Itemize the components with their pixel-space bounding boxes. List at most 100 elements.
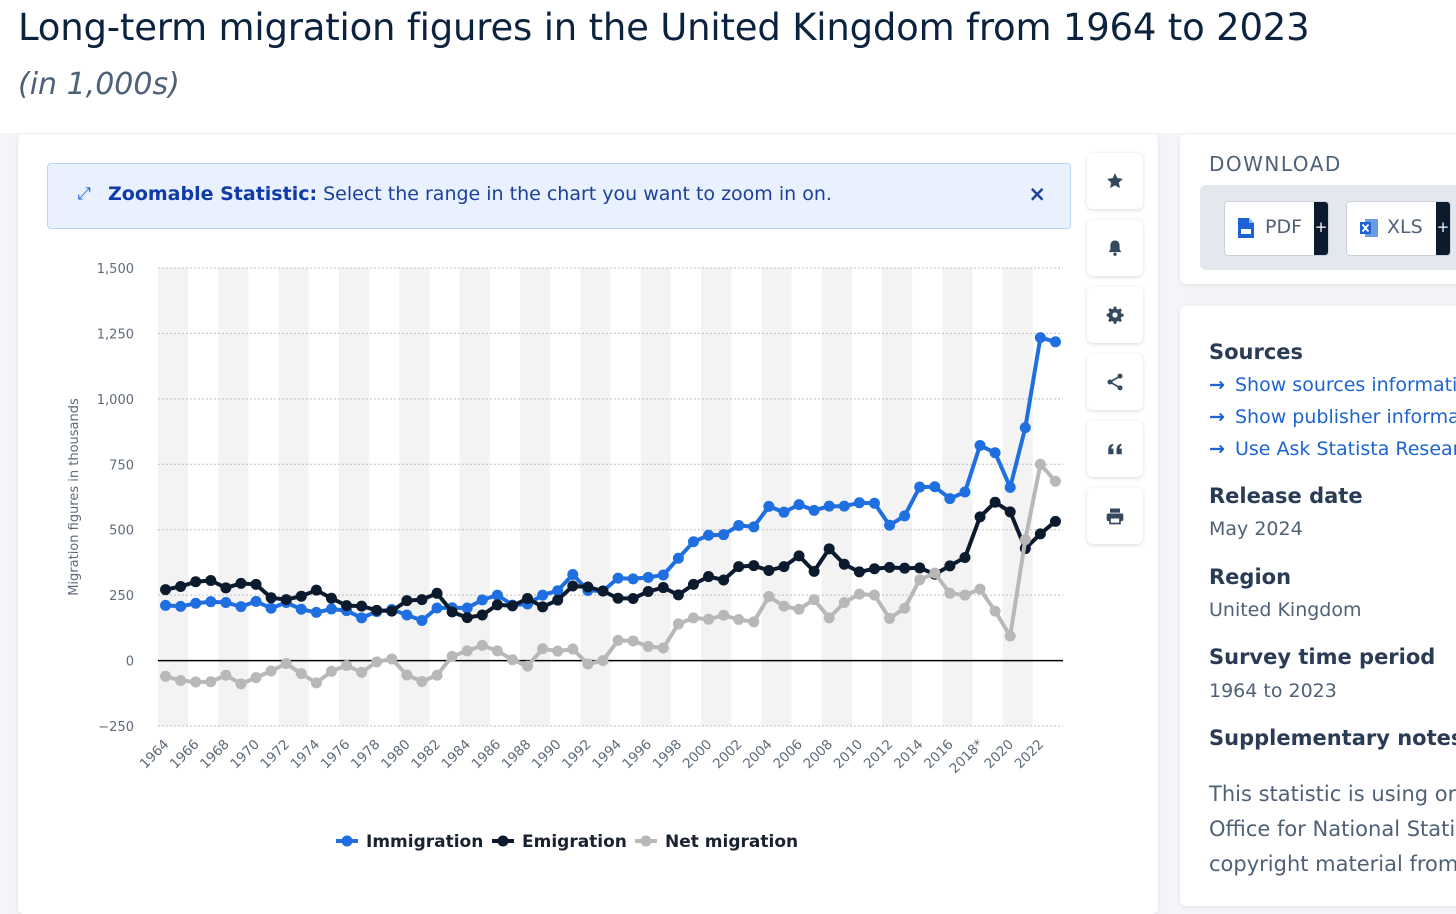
- data-point: [868, 497, 880, 509]
- data-point: [687, 578, 699, 590]
- xls-download-button[interactable]: XLS +: [1346, 201, 1451, 256]
- data-point: [250, 672, 262, 684]
- data-point: [823, 612, 835, 624]
- data-point: [160, 670, 172, 682]
- cite-button[interactable]: [1087, 421, 1143, 477]
- data-point: [733, 613, 745, 625]
- x-tick-label: 1988: [499, 737, 535, 773]
- close-icon[interactable]: ×: [1028, 182, 1046, 206]
- data-point: [567, 568, 579, 580]
- x-tick-label: 1982: [408, 737, 444, 773]
- supplementary-notes-title: Supplementary notes: [1209, 726, 1456, 750]
- info-card: Sources → Show sources informatio → Show p…: [1180, 306, 1456, 906]
- notes-line: This statistic is using orig: [1209, 782, 1456, 806]
- data-point: [808, 565, 820, 577]
- data-point: [763, 565, 775, 577]
- data-point: [627, 573, 639, 585]
- page-title: Long-term migration figures in the Unite…: [18, 6, 1310, 49]
- y-tick-label: 750: [109, 458, 134, 473]
- data-point: [944, 493, 956, 505]
- y-tick-label: 1,250: [97, 327, 134, 342]
- ask-statista-link[interactable]: → Use Ask Statista Researc: [1209, 438, 1456, 460]
- data-point: [537, 589, 549, 601]
- data-point: [431, 602, 443, 614]
- data-point: [793, 499, 805, 511]
- data-point: [1004, 506, 1016, 518]
- print-button[interactable]: [1087, 488, 1143, 544]
- data-point: [235, 678, 247, 690]
- favorite-button[interactable]: [1087, 153, 1143, 209]
- x-tick-label: 1994: [589, 737, 625, 773]
- data-point: [733, 561, 745, 573]
- data-point: [612, 572, 624, 584]
- pdf-download-button[interactable]: PDF +: [1224, 201, 1329, 256]
- link-label: Show sources informatio: [1235, 374, 1456, 396]
- data-point: [672, 618, 684, 630]
- chart-card: ⤢ Zoomable Statistic: Select the range i…: [18, 134, 1158, 914]
- print-icon: [1106, 508, 1124, 525]
- data-point: [868, 563, 880, 575]
- data-point: [748, 560, 760, 572]
- data-point: [325, 603, 337, 615]
- arrow-right-icon: →: [1209, 438, 1225, 460]
- data-point: [642, 585, 654, 597]
- data-point: [914, 562, 926, 574]
- data-point: [250, 578, 262, 590]
- data-point: [461, 645, 473, 657]
- data-point: [733, 520, 745, 532]
- plot-band: [339, 268, 370, 726]
- alert-button[interactable]: [1087, 220, 1143, 276]
- legend-marker: [341, 835, 353, 847]
- y-tick-label: 1,000: [97, 393, 134, 408]
- data-point: [280, 594, 292, 606]
- x-tick-label: 1966: [167, 737, 203, 773]
- show-sources-link[interactable]: → Show sources informatio: [1209, 374, 1456, 396]
- plot-band: [399, 268, 430, 726]
- data-point: [341, 600, 353, 612]
- data-point: [491, 599, 503, 611]
- data-point: [416, 676, 428, 688]
- data-point: [537, 601, 549, 613]
- data-point: [386, 605, 398, 617]
- line-chart[interactable]: −250 0 250 500 750 1,000 1,250 1,500 Migration f…: [18, 134, 1158, 894]
- data-point: [431, 669, 443, 681]
- data-point: [612, 592, 624, 604]
- data-point: [522, 593, 534, 605]
- share-button[interactable]: [1087, 354, 1143, 410]
- data-point: [476, 609, 488, 621]
- pdf-plus-icon: +: [1314, 202, 1328, 255]
- survey-period-title: Survey time period: [1209, 645, 1436, 669]
- data-point: [808, 594, 820, 606]
- x-tick-label: 1976: [318, 737, 354, 773]
- settings-button[interactable]: [1087, 287, 1143, 343]
- show-publisher-link[interactable]: → Show publisher informat: [1209, 406, 1456, 428]
- link-label: Show publisher informat: [1235, 406, 1456, 428]
- data-point: [853, 588, 865, 600]
- data-point: [823, 543, 835, 555]
- x-tick-label: 1968: [197, 737, 233, 773]
- x-tick-label: 2022: [1012, 737, 1048, 773]
- star-icon: [1107, 173, 1123, 189]
- plot-band: [158, 268, 189, 726]
- y-tick-label: 500: [109, 524, 134, 539]
- data-point: [974, 583, 986, 595]
- legend-label: Net migration: [665, 832, 798, 852]
- data-point: [1049, 475, 1061, 487]
- data-point: [491, 589, 503, 601]
- data-point: [687, 536, 699, 548]
- x-tick-label: 2010: [831, 737, 867, 773]
- y-tick-label: 1,500: [97, 262, 134, 277]
- data-point: [265, 592, 277, 604]
- data-point: [1019, 422, 1031, 434]
- data-point: [280, 657, 292, 669]
- data-point: [310, 606, 322, 618]
- data-point: [944, 560, 956, 572]
- x-tick-label: 1980: [378, 737, 414, 773]
- data-point: [959, 589, 971, 601]
- data-point: [763, 500, 775, 512]
- data-point: [582, 658, 594, 670]
- data-point: [205, 676, 217, 688]
- data-point: [884, 612, 896, 624]
- data-point: [974, 439, 986, 451]
- data-point: [748, 521, 760, 533]
